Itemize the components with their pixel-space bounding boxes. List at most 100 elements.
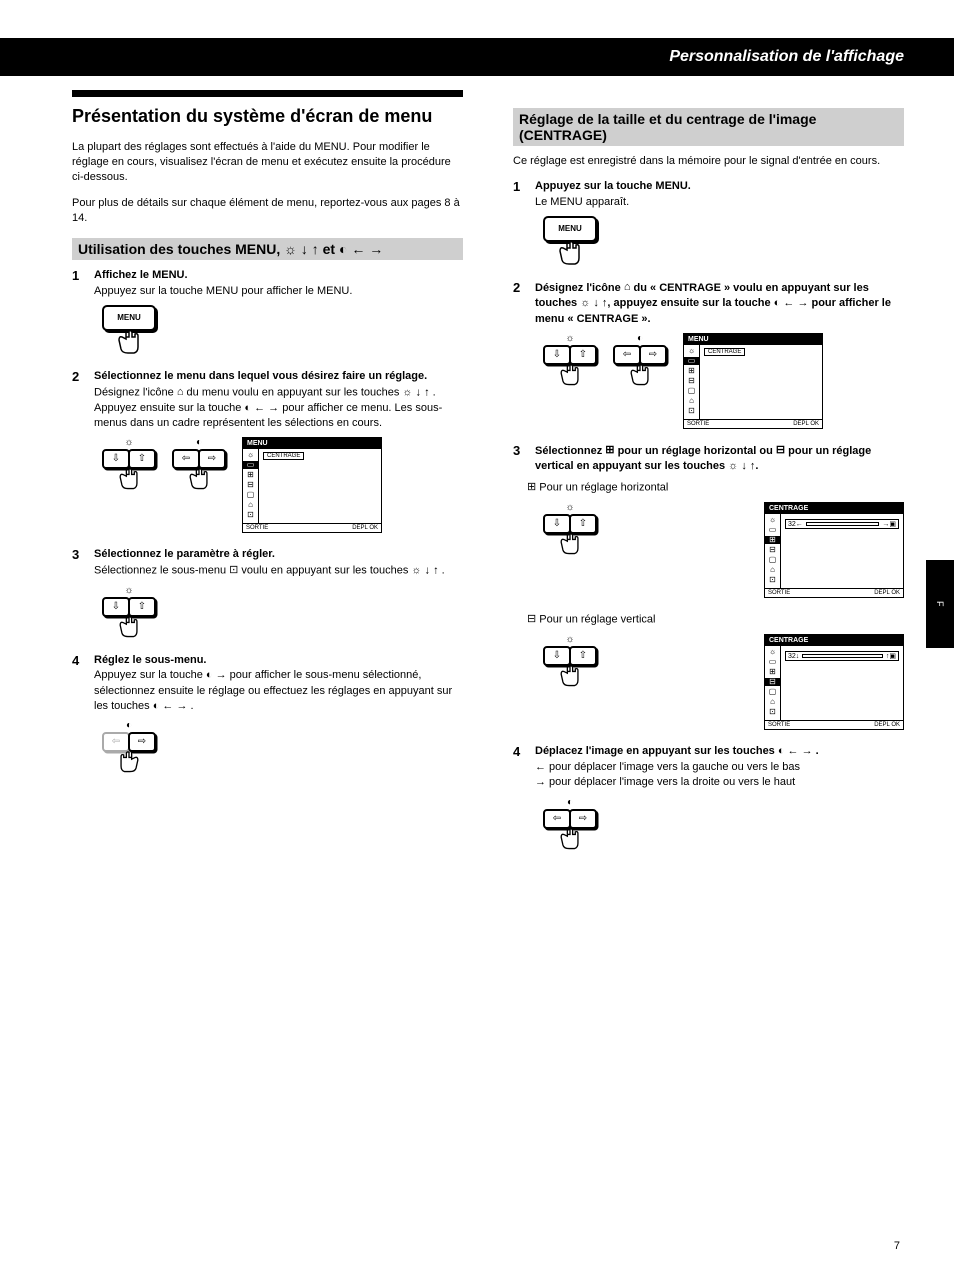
osd-icon: ⌂ xyxy=(248,501,253,509)
step-text: Appuyez sur la touche MENU. xyxy=(535,180,691,192)
left-step-3: 3 Sélectionnez le paramètre à régler. Sé… xyxy=(72,547,463,578)
step-text: Réglez le sous-menu. Appuyez sur la touc… xyxy=(94,653,463,715)
hand-icon xyxy=(555,825,585,851)
osd-icon-selected: ⊟ xyxy=(765,678,780,686)
osd-icon-selected: ▭ xyxy=(684,357,699,365)
step-text-b: pour un réglage horizontal ou xyxy=(618,445,776,457)
osd-foot-right: DEPL OK xyxy=(874,722,900,728)
osd-title: CENTRAGE xyxy=(765,635,903,646)
right-arrow-icon: → xyxy=(882,521,889,528)
left-title: Présentation du système d'écran de menu xyxy=(72,105,463,128)
hand-icon xyxy=(114,613,144,639)
osd-foot-left: SORTIE xyxy=(687,421,709,427)
header-text: Personnalisation de l'affichage xyxy=(669,48,904,66)
left-arrow-icon: ← xyxy=(796,521,803,528)
step-text-c: voulu en appuyant sur les touches ☼ ↓ ↑ … xyxy=(241,564,444,576)
step-text-b: Désignez l'icône xyxy=(94,386,177,398)
slider-bar xyxy=(802,654,883,658)
v-center-icon: ⊟ xyxy=(776,443,785,458)
osd-icon: ⊡ xyxy=(769,576,776,584)
osd-sub-label: CENTRAGE xyxy=(704,348,745,356)
osd-centrage-h: CENTRAGE ☼ ▭ ⊞ ⊟ ▢ ⌂ ⊡ 32 ← xyxy=(764,502,904,598)
side-language-tab: F xyxy=(926,560,954,648)
left-step3-illus: ☼ ⇩ ⇧ xyxy=(102,585,463,639)
osd-icon-selected: ⊞ xyxy=(765,536,780,544)
step-text-a: Sélectionnez xyxy=(535,445,605,457)
brightness-buttons: ☼ ⇩⇧ xyxy=(543,634,597,688)
contrast-icon: ◐ xyxy=(126,720,132,731)
osd-icon: ⊡ xyxy=(247,511,254,519)
toolbox-icon: ⌂ xyxy=(624,280,631,295)
osd-icon: ☼ xyxy=(769,516,776,524)
substep-vertical: ⊟ Pour un réglage vertical xyxy=(527,612,904,628)
step-number: 4 xyxy=(72,653,86,715)
osd-icon-list: ☼ ▭ ⊞ ⊟ ▢ ⌂ ⊡ xyxy=(243,449,259,523)
left-section-heading: Utilisation des touches MENU, ☼ ↓ ↑ et ◐… xyxy=(72,238,463,260)
contrast-icon: ◐ xyxy=(567,797,573,808)
hand-icon xyxy=(625,361,655,387)
osd-icon: ⌂ xyxy=(689,397,694,405)
toolbox-icon: ⌂ xyxy=(177,385,184,400)
step4-bullet2: → pour déplacer l'image vers la droite o… xyxy=(535,776,795,788)
heading-rule xyxy=(72,90,463,97)
right-column: Réglage de la taille et du centrage de l… xyxy=(513,90,904,1222)
osd-icon: ⌂ xyxy=(770,698,775,706)
hand-icon xyxy=(555,361,585,387)
osd-icon: ☼ xyxy=(247,451,254,459)
slider-end-icon: ▣ xyxy=(889,520,896,528)
step-number: 3 xyxy=(72,547,86,578)
right-step-1: 1 Appuyez sur la touche MENU. Le MENU ap… xyxy=(513,179,904,210)
osd-foot-right: DEPL OK xyxy=(874,590,900,596)
osd-icon: ▭ xyxy=(769,658,777,666)
osd-icon: ▢ xyxy=(688,387,696,395)
step-text: Appuyez sur la touche MENU. Le MENU appa… xyxy=(535,179,904,210)
osd-icon-list: ☼ ▭ ⊞ ⊟ ▢ ⌂ ⊡ xyxy=(684,345,700,419)
slider-value: 32 xyxy=(788,521,796,528)
right-intro: Ce réglage est enregistré dans la mémoir… xyxy=(513,154,904,169)
right-step4-illus: ◐ ⇦⇨ xyxy=(543,797,904,851)
slider-value: 32 xyxy=(788,653,796,660)
slider-bar xyxy=(806,522,880,526)
right-step3v-illus: ☼ ⇩⇧ CENTRAGE ☼ ▭ ⊞ ⊟ ▢ ⌂ ⊡ xyxy=(543,634,904,730)
step-number: 1 xyxy=(513,179,527,210)
step-text: Déplacez l'image en appuyant sur les tou… xyxy=(535,744,904,790)
left-p2: Pour plus de détails sur chaque élément … xyxy=(72,196,463,227)
right-step-2: 2 Désignez l'icône ⌂ du « CENTRAGE » vou… xyxy=(513,280,904,327)
step-text-b: Appuyez sur la touche MENU pour afficher… xyxy=(94,285,352,297)
osd-menu: MENU ☼ ▭ ⊞ ⊟ ▢ ⌂ ⊡ CENTRAGE xyxy=(242,437,382,533)
hand-icon xyxy=(555,530,585,556)
step-text-a: Affichez le MENU. xyxy=(94,269,188,281)
step-number: 2 xyxy=(72,369,86,431)
sun-icon: ☼ xyxy=(565,634,574,645)
osd-icon: ▭ xyxy=(769,526,777,534)
contrast-buttons: ◐ ⇦⇨ xyxy=(543,797,597,851)
contrast-icon: ◐ xyxy=(196,437,202,448)
osd-icon: ▢ xyxy=(769,556,777,564)
sun-icon: ☼ xyxy=(565,502,574,513)
brightness-buttons: ☼ ⇩ ⇧ xyxy=(102,585,156,639)
osd-foot-left: SORTIE xyxy=(246,525,268,531)
right-step1-illus: MENU xyxy=(543,216,904,266)
step4-text: Déplacez l'image en appuyant sur les tou… xyxy=(535,745,819,757)
osd-foot-left: SORTIE xyxy=(768,590,790,596)
left-p1: La plupart des réglages sont effectués à… xyxy=(72,140,463,186)
slider-end-icon: ▣ xyxy=(889,652,896,660)
osd-icon: ⊡ xyxy=(688,407,695,415)
brightness-buttons: ☼ ⇩⇧ xyxy=(543,333,597,387)
osd-slider-h: 32 ← → ▣ xyxy=(785,519,899,529)
brightness-buttons: ☼ ⇩⇧ xyxy=(543,502,597,556)
frame-icon: ⊡ xyxy=(229,563,238,578)
step4-bullet1: ← pour déplacer l'image vers la gauche o… xyxy=(535,761,800,773)
hand-icon xyxy=(553,238,587,266)
menu-button-illustration: MENU xyxy=(102,305,156,355)
substep-v-label: Pour un réglage vertical xyxy=(539,614,655,626)
osd-icon: ▢ xyxy=(769,688,777,696)
contrast-buttons: ◐ ⇦ ⇨ xyxy=(172,437,226,491)
right-section-heading: Réglage de la taille et du centrage de l… xyxy=(513,108,904,146)
contrast-icon: ◐ xyxy=(637,333,643,344)
step-text-a: Sélectionnez le paramètre à régler. xyxy=(94,548,275,560)
osd-icon: ⊡ xyxy=(769,708,776,716)
osd-icon: ⌂ xyxy=(770,566,775,574)
osd-icon: ⊞ xyxy=(247,471,254,479)
osd-foot-left: SORTIE xyxy=(768,722,790,728)
